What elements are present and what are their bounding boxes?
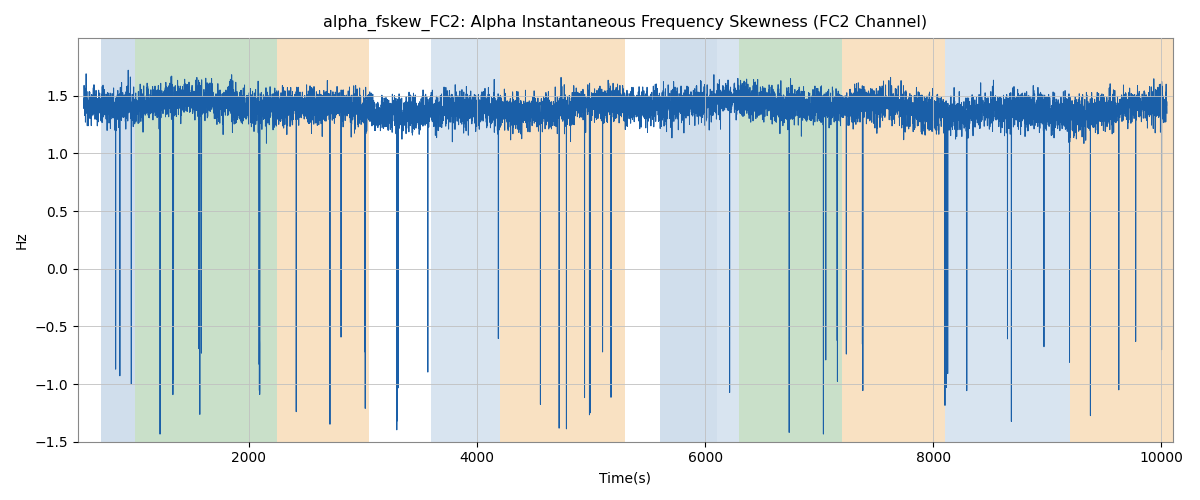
Bar bbox=[277, 38, 368, 442]
Bar bbox=[432, 38, 500, 442]
Bar bbox=[739, 38, 842, 442]
Bar bbox=[134, 38, 277, 442]
Bar bbox=[101, 38, 134, 442]
Bar bbox=[1070, 38, 1172, 442]
Bar bbox=[500, 38, 625, 442]
Bar bbox=[944, 38, 1070, 442]
Bar bbox=[660, 38, 716, 442]
Title: alpha_fskew_FC2: Alpha Instantaneous Frequency Skewness (FC2 Channel): alpha_fskew_FC2: Alpha Instantaneous Fre… bbox=[323, 15, 928, 31]
X-axis label: Time(s): Time(s) bbox=[599, 471, 652, 485]
Bar bbox=[716, 38, 739, 442]
Bar bbox=[842, 38, 944, 442]
Y-axis label: Hz: Hz bbox=[14, 231, 29, 249]
